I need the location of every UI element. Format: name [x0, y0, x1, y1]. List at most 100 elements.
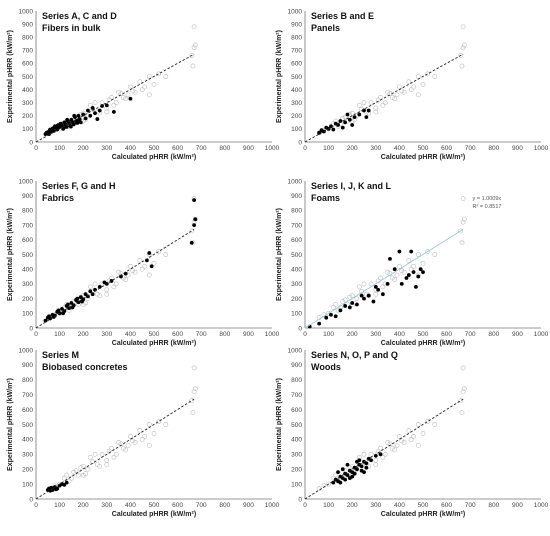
data-point-background: [123, 277, 129, 282]
data-point-background: [146, 442, 152, 448]
data-point-highlight: [352, 471, 357, 476]
data-point-highlight: [373, 284, 378, 289]
data-point-background: [71, 469, 77, 475]
data-point-highlight: [369, 458, 373, 463]
data-point-background: [394, 272, 400, 278]
data-point-background: [191, 24, 197, 30]
data-point-background: [460, 196, 466, 202]
y-tick-label: 400: [291, 267, 302, 274]
data-point-background: [326, 481, 331, 487]
data-point-highlight: [333, 314, 338, 319]
data-point-background: [130, 88, 136, 94]
data-point-highlight: [404, 276, 409, 280]
data-point-background: [389, 445, 395, 451]
panel-title: Fibers in bulk: [42, 23, 102, 33]
data-point-background: [460, 45, 466, 51]
panel-title: Woods: [311, 362, 341, 372]
data-point-background: [396, 434, 402, 439]
data-point-background: [399, 268, 405, 274]
data-point-background: [130, 268, 136, 274]
y-tick-label: 100: [291, 481, 302, 488]
data-point-background: [97, 293, 103, 299]
data-point-background: [132, 269, 138, 275]
trendline: [35, 229, 195, 329]
data-point-background: [116, 269, 121, 275]
x-axis-label: Calculated pHRR (kW/m²): [112, 511, 196, 518]
data-point-background: [92, 451, 98, 457]
data-point-background: [132, 89, 138, 95]
data-point-background: [349, 293, 355, 299]
data-point-background: [373, 457, 379, 463]
x-tick-label: 900: [512, 145, 523, 152]
y-tick-label: 600: [291, 407, 302, 414]
data-point-background: [459, 240, 465, 246]
data-point-highlight: [58, 122, 62, 127]
data-point-background: [415, 422, 421, 427]
y-tick-label: 200: [22, 467, 33, 474]
data-point-background: [461, 216, 467, 222]
x-tick-label: 500: [418, 331, 429, 338]
data-point-background: [408, 87, 414, 92]
data-point-highlight: [340, 125, 345, 130]
data-point-highlight: [336, 123, 340, 127]
data-point-background: [76, 472, 81, 478]
data-point-background: [120, 445, 126, 451]
data-point-highlight: [97, 108, 102, 113]
x-tick-label: 600: [172, 145, 183, 152]
data-point-background: [130, 438, 136, 444]
data-point-background: [137, 79, 143, 85]
y-tick-label: 500: [22, 422, 33, 429]
x-tick-label: 400: [394, 502, 405, 509]
y-tick-label: 100: [291, 311, 302, 318]
data-point-background: [459, 63, 465, 69]
y-tick-label: 900: [291, 21, 302, 28]
x-tick-label: 600: [172, 502, 183, 509]
data-point-background: [389, 275, 395, 281]
y-tick-label: 600: [22, 237, 33, 244]
data-point-highlight: [54, 124, 59, 128]
x-tick-label: 800: [488, 502, 499, 509]
y-tick-label: 800: [22, 35, 33, 42]
data-point-background: [120, 95, 126, 100]
x-tick-label: 0: [303, 331, 307, 338]
data-point-highlight: [62, 482, 67, 487]
x-tick-label: 1000: [265, 331, 280, 338]
data-point-highlight: [43, 318, 48, 323]
y-tick-label: 700: [22, 222, 33, 229]
x-tick-label: 800: [488, 331, 499, 338]
y-axis-label: Experimental pHRR (kW/m²): [276, 378, 283, 471]
data-point-highlight: [102, 280, 107, 285]
x-tick-label: 500: [418, 145, 429, 152]
y-tick-label: 600: [22, 407, 33, 414]
data-point-highlight: [371, 299, 376, 304]
x-tick-label: 0: [34, 331, 38, 338]
x-tick-label: 1000: [534, 145, 549, 152]
data-point-highlight: [406, 273, 411, 277]
data-point-background: [373, 105, 379, 111]
data-point-highlight: [65, 117, 70, 122]
data-point-background: [104, 462, 110, 468]
data-point-background: [83, 471, 88, 477]
data-point-highlight: [76, 113, 81, 118]
data-point-background: [333, 472, 339, 478]
data-point-background: [151, 431, 157, 436]
data-point-background: [408, 266, 414, 272]
data-point-background: [380, 454, 386, 460]
data-point-background: [432, 252, 438, 257]
data-point-highlight: [362, 470, 366, 475]
data-point-background: [411, 434, 416, 439]
y-tick-label: 900: [291, 362, 302, 369]
data-point-background: [118, 441, 124, 447]
y-axis-label: Experimental pHRR (kW/m²): [276, 208, 283, 301]
panel-title: Series M: [42, 350, 79, 360]
data-point-background: [163, 252, 169, 257]
y-tick-label: 100: [22, 311, 33, 318]
y-tick-label: 1000: [19, 347, 34, 354]
data-point-highlight: [76, 118, 80, 123]
data-point-highlight: [340, 467, 345, 472]
data-point-background: [116, 89, 121, 95]
y-tick-label: 700: [22, 392, 33, 399]
trendline: [304, 229, 464, 329]
data-point-background: [375, 448, 381, 454]
data-point-background: [389, 95, 395, 100]
